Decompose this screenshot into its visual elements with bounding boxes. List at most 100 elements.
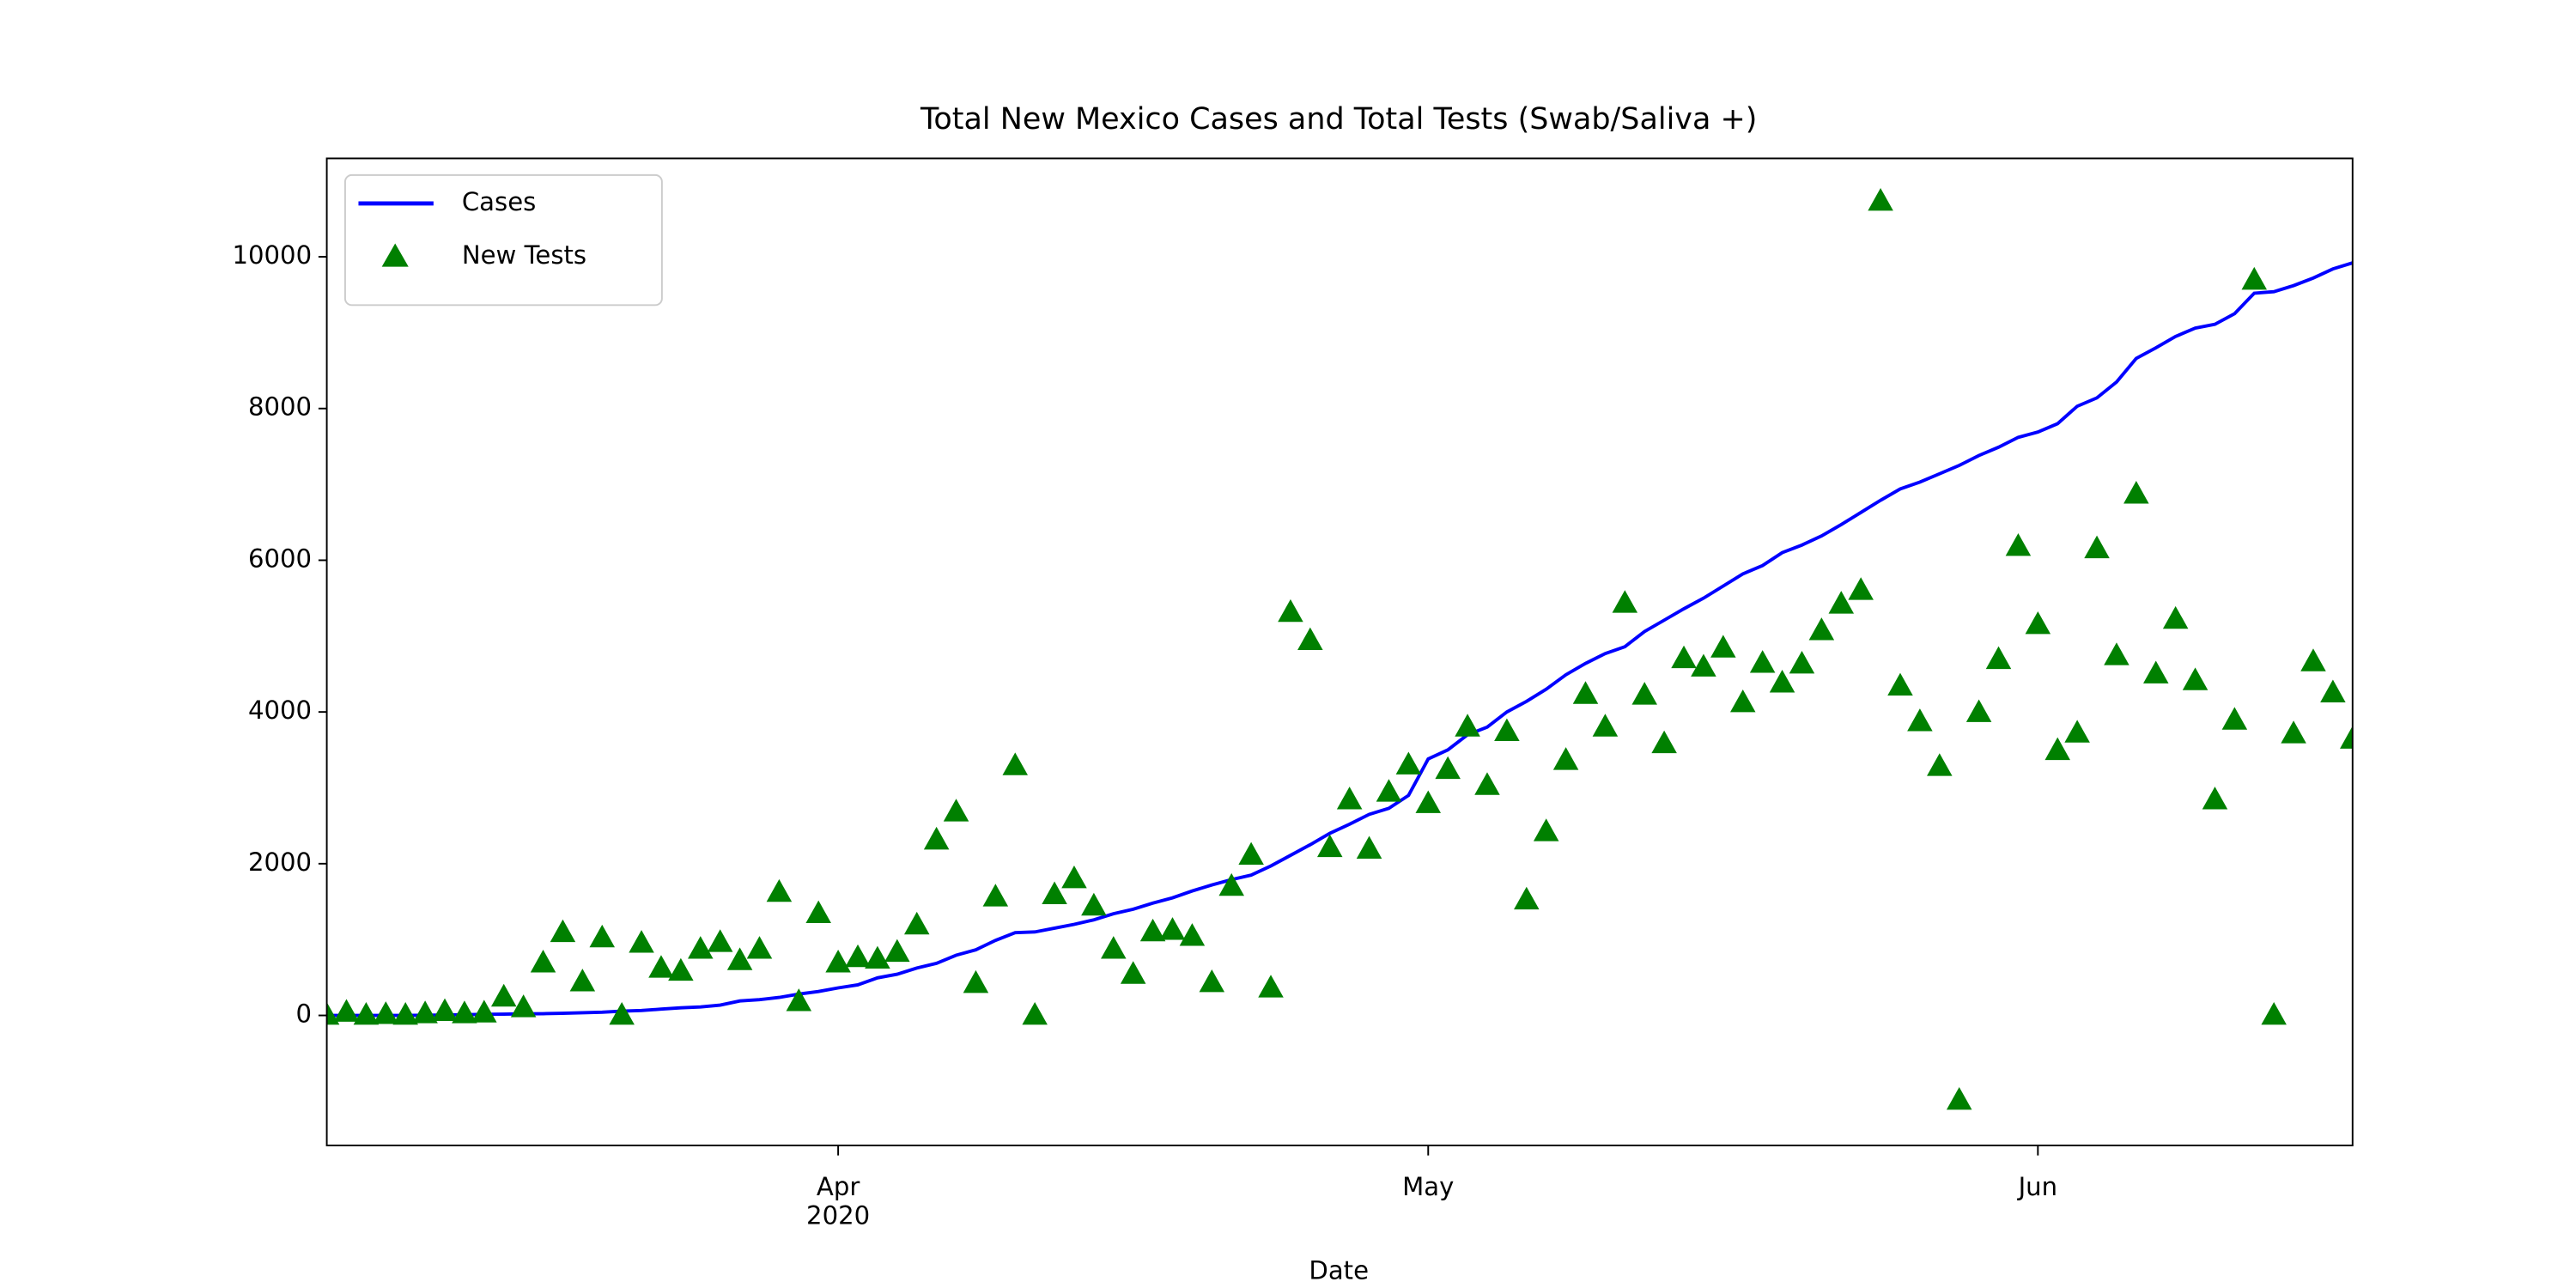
triangle-marker [452, 1000, 477, 1024]
triangle-marker [589, 924, 616, 948]
line-series [326, 261, 2353, 1018]
x-tick-label: May [1402, 1172, 1454, 1201]
triangle-marker [1199, 969, 1225, 993]
triangle-marker [1710, 635, 1736, 658]
triangle-marker [1494, 718, 1520, 741]
y-tick-label: 10000 [232, 240, 312, 270]
triangle-marker [471, 999, 497, 1023]
legend-label: Cases [462, 187, 536, 216]
triangle-marker [982, 884, 1009, 907]
triangle-marker [668, 957, 694, 981]
triangle-marker [1395, 751, 1422, 775]
triangle-marker [1238, 841, 1264, 866]
triangle-marker [1868, 188, 1893, 211]
triangle-marker [1965, 699, 1992, 722]
triangle-marker [1159, 917, 1186, 940]
triangle-marker [1927, 753, 1953, 776]
triangle-marker [766, 878, 793, 902]
triangle-marker [510, 994, 537, 1018]
triangle-marker [1278, 598, 1303, 623]
triangle-marker [1828, 591, 1855, 614]
y-tick-label: 6000 [248, 544, 312, 573]
triangle-marker [1474, 772, 1500, 795]
triangle-marker [1101, 936, 1127, 959]
triangle-marker [1120, 961, 1146, 984]
legend-label: New Tests [462, 240, 586, 270]
triangle-marker [688, 936, 714, 959]
triangle-marker [629, 930, 654, 953]
triangle-marker [1081, 892, 1107, 916]
triangle-marker [2300, 648, 2326, 671]
triangle-marker [2064, 720, 2090, 743]
triangle-marker [1985, 646, 2012, 670]
triangle-marker [746, 936, 773, 959]
triangle-marker [1552, 747, 1579, 770]
triangle-marker [1061, 865, 1087, 889]
triangle-marker [569, 969, 596, 992]
chart-title: Total New Mexico Cases and Total Tests (… [920, 102, 1757, 137]
triangle-marker [1848, 577, 1874, 600]
triangle-marker [333, 999, 360, 1022]
triangle-marker [609, 1002, 635, 1025]
legend-box [343, 173, 663, 307]
triangle-marker [2340, 726, 2353, 749]
triangle-marker [2123, 481, 2149, 504]
y-tick-label: 2000 [248, 848, 312, 877]
triangle-marker [432, 998, 458, 1022]
x-tick-label: Apr 2020 [806, 1172, 870, 1230]
triangle-marker [2084, 535, 2110, 559]
triangle-marker [963, 969, 989, 993]
triangle-marker [2241, 266, 2268, 290]
triangle-marker [707, 929, 733, 952]
plot-area [326, 188, 2353, 1110]
x-tick-label: Jun [2017, 1172, 2057, 1201]
triangle-marker [1769, 670, 1795, 693]
triangle-marker [1022, 1002, 1048, 1025]
triangle-marker [825, 950, 851, 973]
x-axis-label: Date [1309, 1256, 1369, 1285]
triangle-marker [903, 911, 930, 935]
triangle-marker [2320, 679, 2346, 702]
y-tick-label: 8000 [248, 392, 312, 422]
triangle-marker [2281, 720, 2306, 744]
triangle-marker [1258, 975, 1284, 998]
triangle-marker [1435, 756, 1461, 780]
legend-swatch [381, 243, 409, 267]
triangle-marker [845, 944, 871, 968]
triangle-marker [1297, 627, 1323, 650]
triangle-marker [1218, 872, 1244, 896]
triangle-marker [1356, 835, 1382, 859]
triangle-marker [1749, 650, 1776, 673]
triangle-marker [1316, 834, 1343, 858]
triangle-marker [2044, 737, 2070, 761]
triangle-marker [2202, 787, 2228, 810]
triangle-marker [923, 826, 950, 850]
triangle-marker [1651, 730, 1677, 754]
triangle-marker [1455, 714, 1480, 737]
triangle-marker [1729, 690, 1756, 713]
triangle-marker [1139, 918, 1166, 942]
triangle-marker [865, 945, 890, 969]
triangle-marker [1946, 1086, 1972, 1110]
triangle-marker [2221, 707, 2248, 730]
triangle-marker [1671, 645, 1697, 669]
triangle-marker [490, 983, 517, 1007]
triangle-marker [1808, 617, 1835, 641]
triangle-marker [353, 1002, 380, 1025]
triangle-marker [2104, 642, 2129, 665]
triangle-marker [1415, 790, 1442, 813]
triangle-marker [1336, 787, 1363, 810]
axes: 0 2000 4000 6000 8000 10000 Apr 2020 May Jun Cases… [232, 173, 2057, 1230]
triangle-marker [1376, 779, 1402, 802]
triangle-marker [373, 1001, 399, 1024]
triangle-marker [786, 988, 812, 1012]
triangle-marker [2005, 533, 2032, 556]
triangle-marker [1533, 818, 1559, 841]
triangle-marker [1612, 590, 1638, 613]
triangle-marker [943, 799, 969, 822]
triangle-marker [1042, 881, 1067, 904]
triangle-marker [326, 1002, 340, 1025]
triangle-marker [726, 947, 753, 970]
